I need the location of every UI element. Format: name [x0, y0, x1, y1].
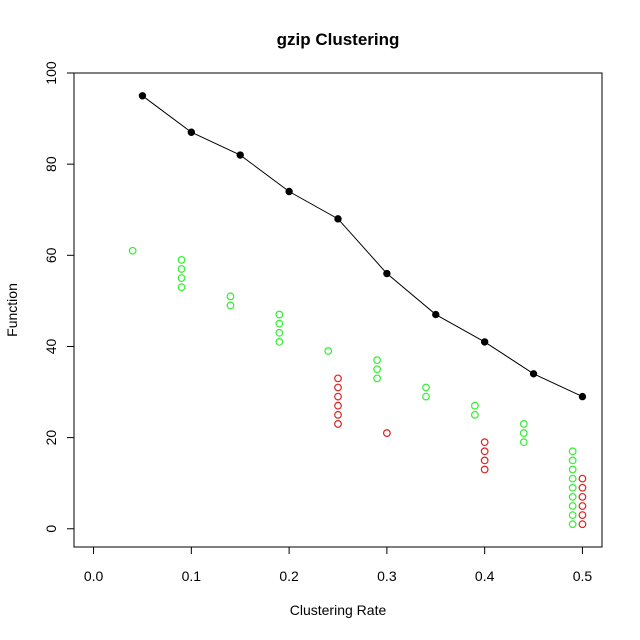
x-tick-label: 0.3	[377, 568, 397, 584]
scatter-point	[578, 511, 587, 519]
scatter-point	[568, 492, 577, 501]
x-tick-label: 0.4	[475, 568, 495, 584]
y-tick-label: 60	[43, 247, 59, 263]
scatter-point	[578, 474, 587, 483]
scatter-point	[334, 392, 342, 401]
scatter-point	[422, 383, 430, 392]
scatter-point	[519, 420, 528, 428]
scatter-point	[519, 438, 528, 447]
scatter-point	[275, 319, 284, 328]
scatter-point	[226, 301, 235, 310]
scatter-point	[177, 255, 186, 264]
scatter-point	[334, 383, 342, 392]
scatter-point	[519, 429, 528, 437]
y-tick-label: 100	[43, 61, 59, 85]
scatter-point	[568, 483, 577, 492]
x-tick-label: 0.5	[573, 568, 593, 584]
scatter-point	[275, 328, 284, 337]
scatter-point	[177, 265, 186, 273]
series-line	[142, 95, 583, 398]
line-point	[529, 370, 538, 378]
scatter-point	[373, 365, 382, 374]
scatter-point	[373, 356, 382, 365]
scatter-point	[334, 410, 342, 419]
line-point	[432, 310, 440, 319]
y-axis-label: Function	[4, 283, 20, 337]
line-point	[578, 392, 587, 401]
scatter-point	[568, 456, 577, 465]
axes: 0.0 0.1 0.2 0.3 0.4 0.5 0 20 40 60 80 100	[43, 61, 592, 584]
scatter-point	[568, 474, 577, 483]
y-tick-label: 0	[43, 525, 59, 533]
scatter-point	[480, 438, 489, 447]
scatter-point	[324, 347, 333, 355]
scatter-point	[470, 401, 479, 410]
scatter-point	[334, 374, 342, 383]
scatter-point	[568, 447, 577, 456]
scatter-point	[226, 292, 235, 301]
line-point	[383, 269, 391, 278]
line-point	[480, 338, 489, 346]
scatter-point	[568, 502, 577, 510]
scatter-point	[334, 401, 342, 410]
scatter-point	[422, 392, 430, 401]
scatter-point	[177, 274, 186, 282]
line-point	[334, 215, 342, 223]
line-point	[138, 92, 147, 100]
y-tick-label: 20	[43, 430, 59, 446]
scatter-point	[578, 483, 587, 492]
scatter-point	[568, 465, 577, 474]
scatter-point	[480, 456, 489, 465]
scatter-point	[480, 447, 489, 456]
scatter-point	[470, 410, 479, 419]
chart-marks	[128, 92, 587, 529]
y-tick-label: 80	[43, 156, 59, 172]
x-tick-label: 0.0	[84, 568, 104, 584]
x-tick-label: 0.2	[279, 568, 299, 584]
scatter-point	[578, 502, 587, 510]
x-axis-label: Clustering Rate	[290, 602, 387, 618]
scatter-point	[275, 338, 284, 346]
scatter-point	[275, 310, 284, 319]
scatter-point	[128, 246, 137, 255]
scatter-point	[578, 520, 587, 529]
line-point	[236, 151, 244, 159]
chart-title: gzip Clustering	[277, 30, 400, 49]
scatter-point	[480, 465, 489, 474]
scatter-point	[568, 511, 577, 519]
scatter-point	[568, 520, 577, 529]
scatter-point	[177, 283, 186, 292]
scatter-point	[334, 420, 342, 428]
scatter-point	[382, 429, 391, 437]
line-point	[187, 128, 196, 136]
scatter-point	[373, 374, 382, 383]
line-point	[285, 187, 293, 196]
scatter-point	[578, 492, 587, 501]
x-tick-label: 0.1	[182, 568, 202, 584]
y-tick-label: 40	[43, 338, 59, 354]
